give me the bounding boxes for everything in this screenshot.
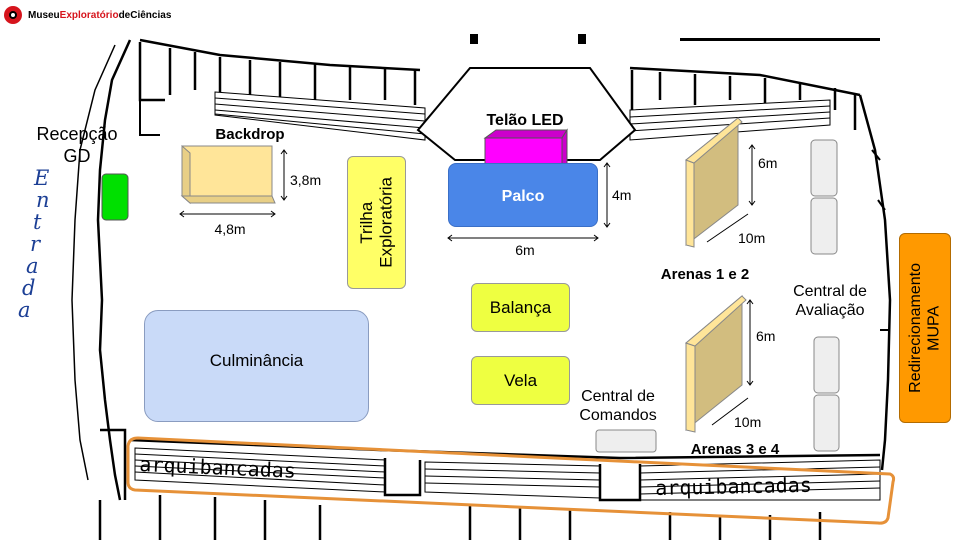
redirecionamento-mupa: Redirecionamento MUPA: [899, 233, 951, 423]
arenas-3-4-label: Arenas 3 e 4: [690, 441, 780, 458]
top-seating: [214, 91, 831, 141]
logo-text-1: Museu: [28, 9, 60, 21]
trilha-exploratoria: Trilha Exploratória: [347, 156, 406, 289]
recepcao-box: [101, 173, 129, 221]
palco-label: Palco: [501, 188, 545, 205]
top-wall-right: [629, 66, 861, 97]
backdrop-width-label: 4,8m: [214, 221, 246, 237]
arenas-1-2-label: Arenas 1 e 2: [660, 266, 750, 283]
arena-1-2-height-label: 6m: [758, 155, 778, 171]
vela: Vela: [471, 356, 570, 405]
arena-1-2-box: [685, 116, 743, 248]
culminancia: Culminância: [144, 310, 369, 422]
entrada-letter: r: [30, 232, 41, 256]
balanca-label: Balança: [489, 297, 552, 317]
arena-3-4-dimensions: [711, 299, 754, 426]
arena-1-2-dimensions: [706, 144, 756, 243]
right-wall-segments: [871, 149, 888, 331]
door-markers: [470, 34, 880, 44]
culminancia-label: Culminância: [209, 351, 304, 370]
backdrop-label: Backdrop: [215, 126, 285, 143]
palco: Palco: [448, 163, 598, 227]
backdrop-dimensions: [179, 149, 288, 218]
vela-label: Vela: [503, 370, 538, 390]
central-avaliacao-label: Central de Avaliação: [793, 283, 867, 320]
balanca: Balança: [471, 283, 570, 332]
arena-3-4-depth-label: 10m: [734, 414, 762, 430]
central-comandos-box: [595, 429, 657, 453]
stage-platform: [416, 67, 637, 161]
museum-logo-icon: [4, 6, 22, 24]
bottom-room-walls: [98, 428, 822, 540]
left-wall: [96, 39, 132, 501]
logo-text-3: deCiências: [118, 9, 172, 21]
telao-label: Telão LED: [486, 112, 564, 129]
central-avaliacao-boxes: [810, 139, 840, 452]
trilha-label: Trilha Exploratória: [356, 177, 396, 268]
backdrop-box: [180, 144, 276, 205]
palco-height-label: 4m: [612, 187, 632, 203]
entrada-letter: E: [34, 166, 50, 190]
arquibancadas-outline: [126, 436, 896, 525]
arena-1-2-depth-label: 10m: [738, 230, 766, 246]
logo-text-2: Exploratório: [59, 9, 119, 21]
backdrop-height-label: 3,8m: [290, 172, 322, 188]
palco-width-label: 6m: [515, 242, 535, 258]
entrada-letter: n: [36, 188, 50, 212]
museum-logo: Museu Exploratório deCiências: [4, 5, 171, 25]
arena-3-4-box: [684, 294, 747, 433]
central-comandos-label: Central de Comandos: [579, 388, 657, 425]
arena-3-4-height-label: 6m: [756, 328, 776, 344]
arquibancadas-right-label: arquibancadas: [655, 472, 813, 500]
entrada-letter: a: [18, 298, 31, 322]
mupa-label: Redirecionamento MUPA: [906, 263, 942, 393]
top-wall-left: [139, 38, 421, 72]
left-outer-wall: [71, 44, 116, 481]
entrada-letter: t: [33, 210, 42, 234]
entrada-letter: d: [22, 276, 36, 300]
palco-dimensions: [447, 162, 611, 242]
top-rooms: [138, 42, 857, 136]
recepcao-label: Recepção GD: [36, 124, 118, 166]
entrada-letter: a: [26, 254, 39, 278]
right-wall: [858, 94, 892, 471]
